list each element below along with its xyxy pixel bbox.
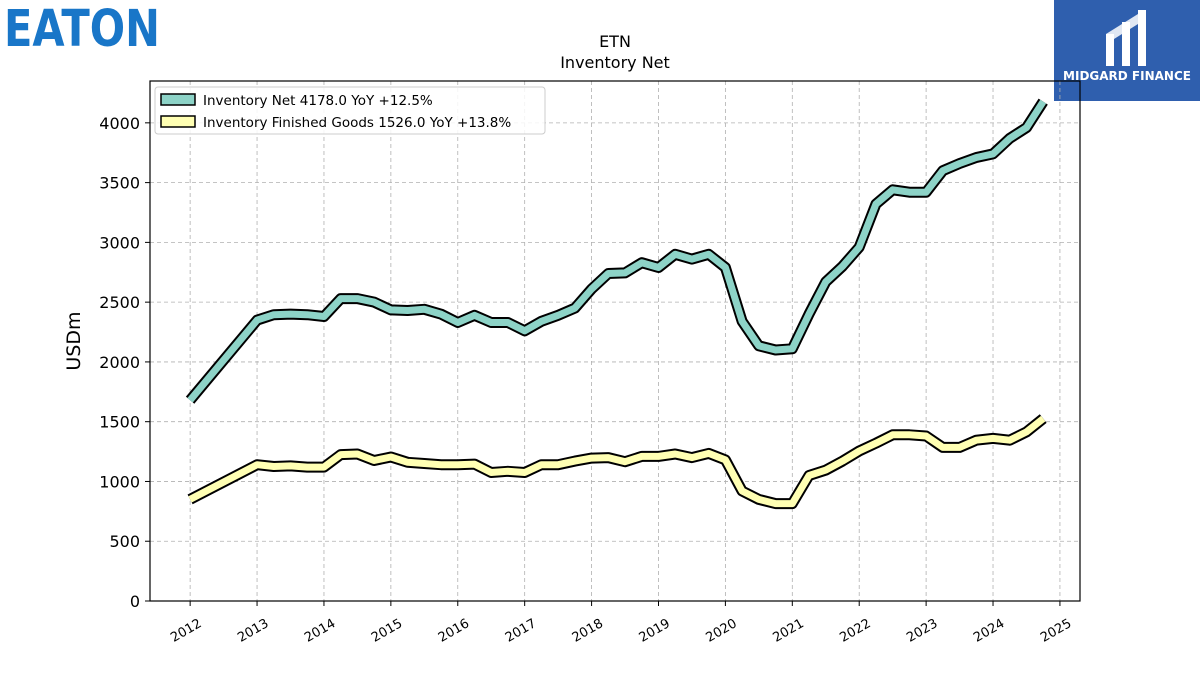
x-tick-label: 2019 (637, 616, 673, 646)
legend: Inventory Net 4178.0 YoY +12.5% Inventor… (154, 86, 546, 135)
series-line-0 (187, 99, 1047, 403)
x-tick-label: 2018 (570, 616, 606, 646)
y-tick-label: 1000 (99, 472, 140, 491)
midgard-finance-badge: MIDGARD FINANCE (1054, 0, 1200, 101)
y-tick-label: 1500 (99, 413, 140, 432)
y-tick-label: 0 (130, 592, 140, 611)
x-tick-label: 2014 (302, 616, 338, 646)
x-tick-label: 2015 (369, 616, 405, 646)
midgard-logo-mark (1106, 10, 1146, 66)
y-axis-ticks: 0 500 1000 1500 2000 2500 3000 3500 4000 (99, 114, 150, 611)
x-tick-label: 2024 (971, 616, 1007, 646)
eaton-logo: EATON (4, 0, 164, 59)
eaton-logo-text: EATON (4, 2, 160, 50)
y-tick-label: 2000 (99, 353, 140, 372)
series-line-1 (188, 415, 1046, 508)
x-tick-label: 2012 (168, 616, 204, 646)
y-tick-label: 500 (109, 532, 140, 551)
plot-frame (149, 80, 1081, 602)
y-tick-label: 3500 (99, 174, 140, 193)
x-tick-label: 2023 (904, 616, 940, 646)
legend-box (154, 86, 546, 135)
x-tick-label: 2016 (436, 616, 472, 646)
x-tick-label: 2025 (1038, 616, 1074, 646)
x-axis-ticks: 2012 2013 2014 2015 2016 2017 2018 2019 2020 2021… (168, 601, 1074, 646)
y-tick-label: 4000 (99, 114, 140, 133)
midgard-finance-label: MIDGARD FINANCE (1063, 69, 1191, 83)
grid-lines (150, 81, 1080, 602)
chart-title: ETN (599, 32, 631, 51)
x-tick-label: 2017 (503, 616, 539, 646)
y-tick-label: 2500 (99, 293, 140, 312)
x-tick-label: 2013 (235, 616, 271, 646)
series-layer (185, 98, 1048, 510)
y-axis-label: USDm (63, 311, 85, 370)
x-tick-label: 2022 (837, 616, 873, 646)
series-outline-0 (185, 98, 1048, 404)
x-tick-label: 2021 (770, 616, 806, 646)
y-tick-label: 3000 (99, 233, 140, 252)
x-tick-label: 2020 (704, 616, 740, 646)
legend-label-finished-goods: Inventory Finished Goods 1526.0 YoY +13.… (203, 115, 511, 131)
chart-subtitle: Inventory Net (560, 53, 670, 72)
legend-swatch-inventory-net (160, 93, 196, 106)
legend-label-inventory-net: Inventory Net 4178.0 YoY +12.5% (203, 93, 433, 109)
legend-swatch-finished-goods (160, 115, 196, 128)
